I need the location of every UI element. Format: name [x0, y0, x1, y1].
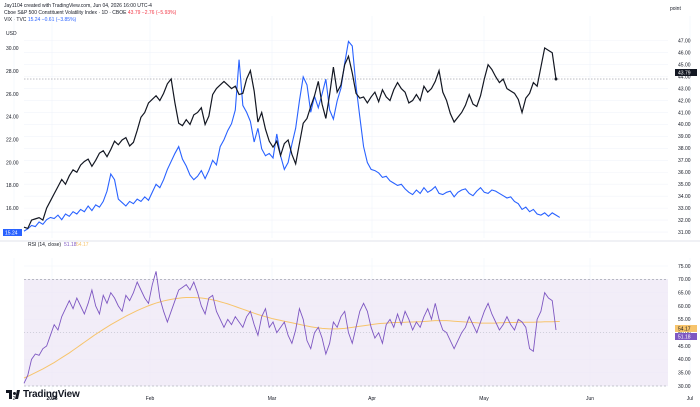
main-symbol-values: 43.79 −2.76 (−5.93%) — [127, 10, 177, 16]
right-tick-label: 37.00 — [678, 158, 691, 164]
rsi-tick-label: 75.00 — [678, 264, 691, 270]
left-axis: 14.0016.0018.0020.0022.0024.0026.0028.00… — [6, 46, 19, 235]
tradingview-logo[interactable]: TradingView — [6, 389, 80, 400]
time-tick-label: 2 — [13, 396, 16, 402]
time-tick-label: Feb — [146, 396, 155, 402]
rsi-ma-badge-text: 54.17 — [678, 327, 691, 333]
right-tick-label: 40.00 — [678, 122, 691, 128]
right-tick-label: 35.00 — [678, 182, 691, 188]
rsi-ma-badge — [675, 325, 697, 332]
rsi-tick-label: 30.00 — [678, 384, 691, 390]
right-tick-label: 39.00 — [678, 134, 691, 140]
rsi-tick-label: 35.00 — [678, 370, 691, 376]
vix-last-badge — [3, 229, 22, 236]
time-tick-label: 2026 — [46, 396, 57, 402]
left-tick-label: 28.00 — [6, 69, 19, 75]
compare-symbol-name: VIX · TVC — [4, 17, 27, 23]
left-tick-label: 22.00 — [6, 138, 19, 144]
main-series-line — [23, 46, 557, 230]
left-tick-label: 30.00 — [6, 46, 19, 52]
left-tick-label: 26.00 — [6, 92, 19, 98]
created-by-line: Jay1104 created with TradingView.com, Ju… — [4, 3, 152, 9]
left-tick-label: 20.00 — [6, 160, 19, 166]
right-tick-label: 34.00 — [678, 194, 691, 200]
right-tick-label: 31.00 — [678, 230, 691, 236]
right-tick-label: 36.00 — [678, 170, 691, 176]
main-pane-grid — [13, 16, 691, 238]
tradingview-logo-icon — [6, 390, 20, 399]
rsi-tick-label: 70.00 — [678, 277, 691, 283]
rsi-tick-label: 45.00 — [678, 344, 691, 350]
rsi-tick-label: 65.00 — [678, 290, 691, 296]
right-tick-label: 32.00 — [678, 218, 691, 224]
right-axis: 31.00 32.00 33.00 34.00 35.00 36.00 37.00 38.00… — [678, 39, 691, 236]
time-tick-label: Mar — [268, 396, 277, 402]
rsi-tick-label: 40.00 — [678, 357, 691, 363]
left-tick-label: 18.00 — [6, 183, 19, 189]
right-tick-label: 45.00 — [678, 62, 691, 68]
rsi-badge-text: 51.18 — [678, 335, 691, 341]
time-tick-label: May — [479, 396, 489, 402]
right-tick-label: 43.00 — [678, 86, 691, 92]
right-tick-label: 38.00 — [678, 146, 691, 152]
rsi-tick-label: 60.00 — [678, 304, 691, 310]
main-last-badge-text: 43.79 — [678, 71, 691, 77]
right-tick-label: 47.00 — [678, 39, 691, 45]
rsi-ma-line — [23, 296, 560, 379]
right-tick-label: 46.00 — [678, 51, 691, 57]
right-tick-label: 41.00 — [678, 110, 691, 116]
main-last-badge — [675, 69, 697, 76]
right-axis-unit: point — [670, 6, 681, 12]
main-symbol-name: Cboe S&P 500 Constituent Volatility Inde… — [4, 10, 127, 16]
time-tick-label: Jun — [586, 396, 594, 402]
main-last-point — [554, 77, 558, 81]
time-tick-label: Apr — [368, 396, 376, 402]
time-axis: 2 2026 Feb Mar Apr May Jun Jul — [13, 396, 694, 402]
right-tick-label: 33.00 — [678, 206, 691, 212]
vix-last-badge-text: 15.24 — [5, 231, 18, 237]
vix-series-line — [23, 40, 561, 232]
rsi-value: 51.18 — [64, 242, 77, 248]
right-tick-label: 44.00 — [678, 74, 691, 80]
right-tick-label: 42.00 — [678, 98, 691, 104]
time-tick-label: Jul — [687, 396, 693, 402]
main-symbol-legend[interactable]: Cboe S&P 500 Constituent Volatility Inde… — [4, 10, 176, 16]
tradingview-wordmark: TradingView — [23, 389, 80, 400]
left-tick-label: 24.00 — [6, 115, 19, 121]
rsi-badge — [675, 333, 697, 340]
rsi-line — [23, 271, 557, 384]
left-axis-unit: USD — [6, 31, 17, 37]
rsi-title: RSI (14, close) — [28, 242, 61, 248]
rsi-ma-value: 54.17 — [76, 242, 89, 248]
left-tick-label: 16.00 — [6, 206, 19, 212]
rsi-tick-label: 55.00 — [678, 317, 691, 323]
